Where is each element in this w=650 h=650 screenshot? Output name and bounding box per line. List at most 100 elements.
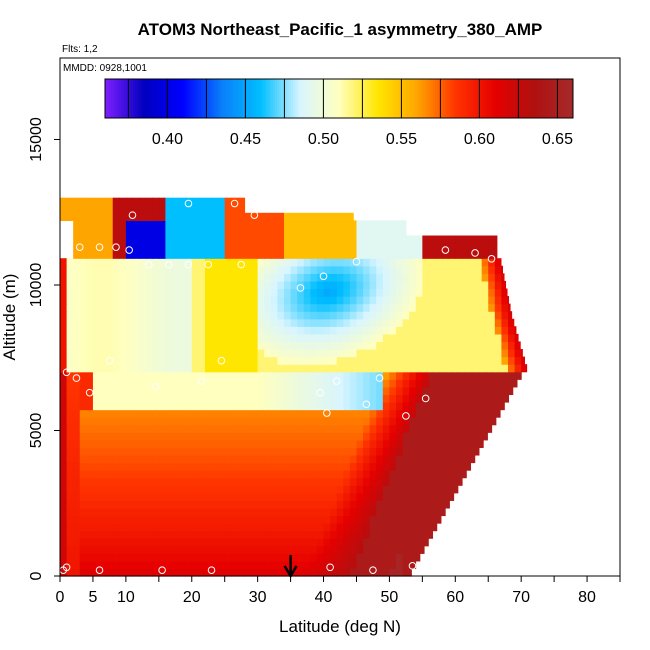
heat-cell xyxy=(369,439,377,448)
colorbar-segment xyxy=(155,79,158,118)
heat-cell xyxy=(237,326,246,335)
heat-cell xyxy=(349,341,358,350)
heat-cell xyxy=(257,485,265,494)
heat-cell xyxy=(73,500,81,509)
heat-cell xyxy=(165,265,173,274)
heat-cell xyxy=(488,379,496,388)
x-tick-label: 5 xyxy=(88,589,97,606)
heat-cell xyxy=(158,394,167,403)
heat-cell xyxy=(204,333,213,343)
heat-cell xyxy=(343,303,351,312)
heat-cell xyxy=(303,538,311,547)
heat-cell xyxy=(119,560,127,570)
heat-cell xyxy=(172,477,180,486)
heat-cell xyxy=(448,326,456,335)
heat-cell xyxy=(73,220,81,229)
heat-cell xyxy=(119,545,127,554)
heat-cell xyxy=(112,371,120,380)
heat-cell xyxy=(257,568,265,577)
heat-cell xyxy=(475,243,483,252)
heat-cell xyxy=(382,500,391,509)
heat-cell xyxy=(290,386,298,396)
heat-cell xyxy=(198,530,206,539)
heat-cell xyxy=(488,424,493,433)
heat-cell xyxy=(119,530,127,539)
heat-cell xyxy=(257,515,265,524)
heat-cell xyxy=(508,311,513,320)
heat-cell xyxy=(336,311,344,320)
heat-cell xyxy=(99,341,107,350)
heat-cell xyxy=(402,409,410,418)
heat-cell xyxy=(172,273,180,282)
heat-cell xyxy=(323,311,331,320)
heat-cell xyxy=(132,318,140,327)
colorbar-segment xyxy=(353,79,356,118)
heat-cell xyxy=(435,273,443,282)
heat-cell xyxy=(488,303,496,312)
heat-cell xyxy=(211,235,219,244)
heat-cell xyxy=(231,523,239,532)
heat-cell xyxy=(191,424,199,433)
heat-cell xyxy=(112,417,120,426)
heat-cell xyxy=(237,492,246,501)
colorbar-segment xyxy=(561,79,564,118)
heat-cell xyxy=(73,492,81,501)
heat-cell xyxy=(468,265,476,274)
heat-cell xyxy=(369,424,377,433)
heat-cell xyxy=(356,386,364,396)
heat-cell xyxy=(86,432,94,441)
heat-cell xyxy=(415,432,423,441)
observation-point xyxy=(319,272,328,281)
heat-cell xyxy=(218,258,226,267)
heat-cell xyxy=(218,401,226,411)
heat-cell xyxy=(442,326,450,335)
heat-cell xyxy=(106,326,114,335)
heat-cell xyxy=(191,227,199,237)
heat-cell xyxy=(106,379,114,388)
heat-cell xyxy=(521,364,528,373)
heat-cell xyxy=(422,386,430,396)
colorbar-segment xyxy=(217,79,220,118)
heat-cell xyxy=(297,250,305,259)
heat-cell xyxy=(422,515,430,524)
heat-cell xyxy=(488,349,496,358)
heat-cell xyxy=(277,326,285,335)
observation-point xyxy=(164,260,173,269)
heat-cell xyxy=(409,349,417,358)
heat-cell xyxy=(316,523,325,532)
heat-cell xyxy=(73,485,81,494)
heat-cell xyxy=(310,409,318,418)
heat-cell xyxy=(389,386,397,396)
heat-cell xyxy=(323,530,331,539)
heat-cell xyxy=(60,371,68,380)
heat-cell xyxy=(310,530,318,539)
heat-cell xyxy=(461,409,470,418)
heat-cell xyxy=(277,568,285,577)
colorbar-segment xyxy=(229,79,232,118)
heat-cell xyxy=(303,288,311,297)
heat-cell xyxy=(376,364,384,373)
heat-cell xyxy=(435,417,443,426)
heat-cell xyxy=(356,568,364,577)
heat-cell xyxy=(290,523,298,532)
heat-cell xyxy=(191,553,199,562)
heat-cell xyxy=(409,462,417,471)
heat-cell xyxy=(363,417,371,426)
heat-cell xyxy=(224,485,232,494)
heat-cell xyxy=(237,303,246,312)
heat-cell xyxy=(330,492,338,501)
heat-cell xyxy=(198,333,206,343)
heat-cell xyxy=(172,515,180,524)
heat-cell xyxy=(501,364,509,373)
heat-cell xyxy=(297,341,305,350)
heat-cell xyxy=(303,273,311,282)
heat-cell xyxy=(428,523,437,532)
heat-cell xyxy=(396,454,404,464)
heat-cell xyxy=(237,341,246,350)
heat-cell xyxy=(158,311,167,320)
heat-cell xyxy=(448,349,456,358)
heat-cell xyxy=(396,447,404,456)
heat-cell xyxy=(244,386,252,396)
heat-cell xyxy=(66,326,74,335)
heat-cell xyxy=(237,424,246,433)
